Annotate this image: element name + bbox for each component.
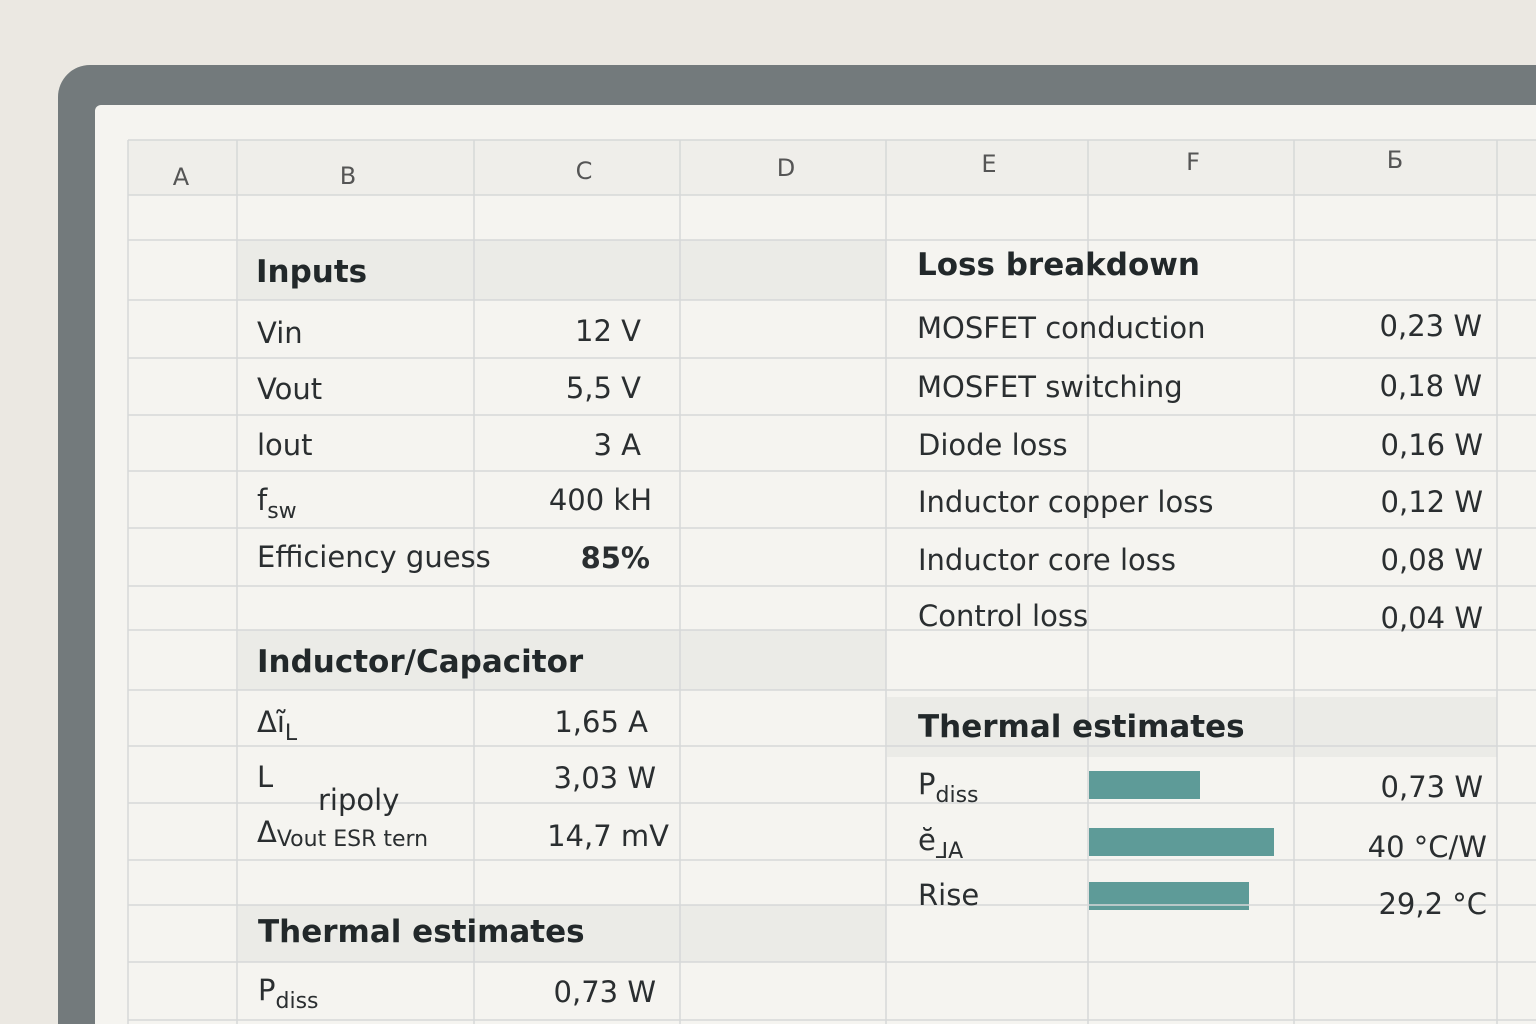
label-main: P <box>918 767 936 801</box>
row-value: 0,73 W <box>553 975 656 1009</box>
column-header: D <box>776 154 796 182</box>
section-title: Inputs <box>256 254 368 290</box>
row-label: Diode loss <box>918 428 1068 462</box>
row-value: 1,65 A <box>554 705 648 739</box>
row-value: 5,5 V <box>565 371 641 405</box>
column-header: F <box>1186 148 1200 176</box>
label-main: P <box>258 973 276 1007</box>
row-value: 0,23 W <box>1379 309 1482 343</box>
label-main: ӗ <box>918 823 936 857</box>
column-header: E <box>981 150 997 178</box>
label-sub: Vout ESR tern <box>276 827 429 852</box>
row-label: MOSFET conduction <box>917 311 1206 345</box>
row-value: 85% <box>580 541 650 575</box>
bar <box>1089 771 1200 799</box>
column-header: A <box>172 163 190 191</box>
row-label: Efficiency guess <box>257 540 491 574</box>
row-value: 3,03 W <box>553 761 656 795</box>
label-sub: ⅃A <box>935 839 964 864</box>
row-note: ripoly <box>318 783 400 817</box>
row-label: Pdiss <box>918 767 979 808</box>
row-value: 0,16 W <box>1380 428 1483 462</box>
bar <box>1089 882 1249 910</box>
row-value: 0,18 W <box>1379 369 1482 403</box>
row-label: Inductor core loss <box>918 543 1176 577</box>
section-title: Loss breakdown <box>917 247 1200 283</box>
label-main: Δ <box>257 815 277 849</box>
row-label: fsw <box>257 483 297 524</box>
row-value: 3 A <box>593 428 641 462</box>
row-value: 40 °C/W <box>1367 830 1487 864</box>
column-header: Б <box>1386 146 1404 174</box>
section-band <box>238 240 886 300</box>
row-value: 29,2 °C <box>1378 887 1487 921</box>
row-label: Pdiss <box>258 973 319 1014</box>
row-label: ӗ⅃A <box>918 823 963 864</box>
row-value: 0,08 W <box>1380 543 1483 577</box>
section-title: Thermal estimates <box>258 914 585 950</box>
label-sub: sw <box>267 499 297 524</box>
row-value: 12 V <box>575 314 641 348</box>
row-label: MOSFET switching <box>917 370 1183 404</box>
row-value: 14,7 mV <box>547 819 669 853</box>
section-title: Thermal estimates <box>918 709 1245 745</box>
row-value: 0,04 W <box>1380 601 1483 635</box>
label-sub: L <box>284 721 298 746</box>
row-label: Inductor copper loss <box>918 485 1214 519</box>
section-title: Inductor/Capacitor <box>257 644 584 680</box>
section-band <box>887 697 1497 757</box>
column-header: B <box>339 162 357 190</box>
row-value: 400 kH <box>548 483 652 517</box>
row-label: lout <box>257 428 313 462</box>
label-sub: diss <box>275 989 319 1014</box>
row-label: Vin <box>257 316 303 350</box>
label-main: f <box>257 483 268 517</box>
label-main: Δĩ <box>257 705 285 739</box>
row-value: 0,73 W <box>1380 770 1483 804</box>
bar <box>1089 828 1274 856</box>
row-value: 0,12 W <box>1380 485 1483 519</box>
row-label: Control loss <box>918 599 1089 633</box>
section-band <box>238 905 886 962</box>
row-label: Vout <box>257 372 323 406</box>
row-label: Rise <box>918 878 980 912</box>
header-row <box>128 140 1536 195</box>
column-header: C <box>575 157 593 185</box>
label-sub: diss <box>935 783 979 808</box>
row-label: ΔĩL <box>257 705 297 746</box>
section-band <box>238 630 886 690</box>
row-label: ΔVout ESR tern <box>257 815 429 852</box>
row-label: L <box>257 760 274 794</box>
